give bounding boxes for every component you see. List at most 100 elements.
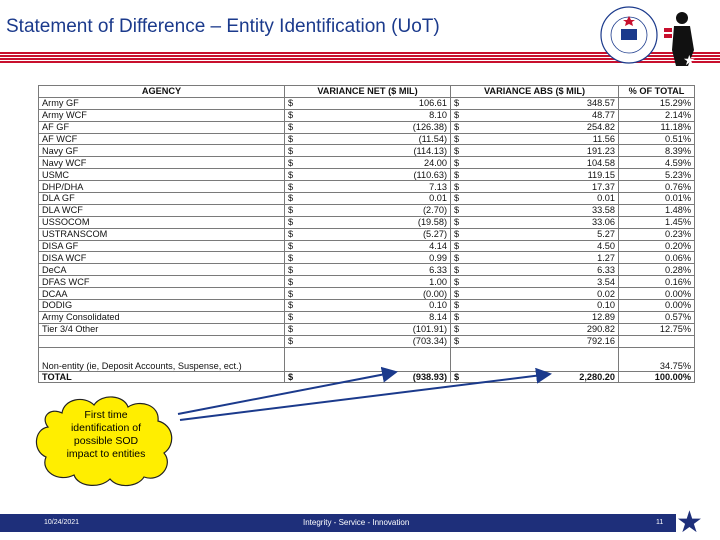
currency-cell: $ bbox=[284, 263, 303, 277]
currency-cell: $ bbox=[450, 263, 469, 277]
variance-net-cell: 4.14 bbox=[302, 239, 452, 253]
agency-cell: Army Consolidated bbox=[38, 310, 285, 324]
currency-cell: $ bbox=[284, 299, 303, 312]
percent-cell: 0.51% bbox=[618, 132, 696, 146]
table-header-row: AGENCY VARIANCE NET ($ MIL) VARIANCE ABS… bbox=[38, 85, 696, 98]
currency-cell: $ bbox=[450, 275, 469, 289]
currency-cell bbox=[450, 346, 469, 372]
percent-cell: 0.00% bbox=[618, 299, 696, 312]
variance-abs-cell: 17.37 bbox=[468, 180, 620, 194]
agency-cell: DCAA bbox=[38, 287, 285, 301]
variance-net-cell: (703.34) bbox=[302, 334, 452, 348]
callout-cloud bbox=[35, 396, 173, 487]
star-icon: ★ bbox=[676, 506, 703, 539]
soldier-silhouette-icon bbox=[664, 12, 694, 66]
agency-cell: DODIG bbox=[38, 299, 285, 312]
percent-cell: 0.00% bbox=[618, 287, 696, 301]
agency-cell: USMC bbox=[38, 168, 285, 182]
percent-cell: 8.39% bbox=[618, 144, 696, 158]
percent-cell: 0.76% bbox=[618, 180, 696, 194]
currency-cell: $ bbox=[450, 299, 469, 312]
currency-cell: $ bbox=[450, 322, 469, 336]
currency-cell: $ bbox=[284, 227, 303, 241]
currency-cell: $ bbox=[284, 96, 303, 110]
agency-cell: DISA GF bbox=[38, 239, 285, 253]
variance-abs-cell: 12.89 bbox=[468, 310, 620, 324]
percent-cell: 0.23% bbox=[618, 227, 696, 241]
variance-table: AGENCY VARIANCE NET ($ MIL) VARIANCE ABS… bbox=[38, 85, 696, 384]
percent-cell: 12.75% bbox=[618, 322, 696, 336]
currency-cell: $ bbox=[450, 180, 469, 194]
currency-cell: $ bbox=[284, 370, 303, 384]
footer-bar bbox=[0, 514, 676, 532]
percent-cell: 15.29% bbox=[618, 96, 696, 110]
table-row: Navy GF $ (114.13) $191.23 8.39% bbox=[38, 144, 696, 158]
agency-cell: USSOCOM bbox=[38, 215, 285, 229]
percent-cell: 0.20% bbox=[618, 239, 696, 253]
variance-abs-cell: 11.56 bbox=[468, 132, 620, 146]
table-row: $ (703.34) $792.16 bbox=[38, 334, 696, 348]
header-stripes bbox=[0, 52, 720, 63]
variance-net-cell: (0.00) bbox=[302, 287, 452, 301]
variance-net-cell: (126.38) bbox=[302, 120, 452, 134]
variance-abs-cell: 33.58 bbox=[468, 203, 620, 217]
agency-cell: DeCA bbox=[38, 263, 285, 277]
currency-cell: $ bbox=[450, 203, 469, 217]
agency-cell: USTRANSCOM bbox=[38, 227, 285, 241]
table-row: USTRANSCOM $ (5.27) $5.27 0.23% bbox=[38, 227, 696, 241]
variance-net-cell: 7.13 bbox=[302, 180, 452, 194]
currency-cell: $ bbox=[284, 334, 303, 348]
variance-abs-cell: 348.57 bbox=[468, 96, 620, 110]
table-row: DISA GF $4.14 $4.50 0.20% bbox=[38, 239, 696, 253]
percent-cell: 2.14% bbox=[618, 108, 696, 122]
currency-cell: $ bbox=[450, 120, 469, 134]
slide-title: Statement of Difference – Entity Identif… bbox=[6, 16, 440, 37]
currency-cell: $ bbox=[450, 156, 469, 170]
percent-cell: 0.28% bbox=[618, 263, 696, 277]
variance-net-cell: 6.33 bbox=[302, 263, 452, 277]
agency-cell: DHP/DHA bbox=[38, 180, 285, 194]
header-variance-net: VARIANCE NET ($ MIL) bbox=[283, 85, 452, 98]
agency-cell: AF WCF bbox=[38, 132, 285, 146]
percent-cell: 1.45% bbox=[618, 215, 696, 229]
agency-cell: DLA GF bbox=[38, 192, 285, 205]
table-body: Army GF $106.61 $348.57 15.29% Army WCF $8.10… bbox=[38, 96, 696, 384]
variance-net-cell: 8.10 bbox=[302, 108, 452, 122]
variance-net-cell: (2.70) bbox=[302, 203, 452, 217]
variance-abs-cell: 0.02 bbox=[468, 287, 620, 301]
currency-cell: $ bbox=[450, 144, 469, 158]
agency-cell: Army WCF bbox=[38, 108, 285, 122]
variance-net-cell: 8.14 bbox=[302, 310, 452, 324]
agency-cell: DISA WCF bbox=[38, 251, 285, 265]
percent-cell: 0.06% bbox=[618, 251, 696, 265]
variance-net-cell: (19.58) bbox=[302, 215, 452, 229]
variance-abs-cell: 104.58 bbox=[468, 156, 620, 170]
variance-abs-cell: 290.82 bbox=[468, 322, 620, 336]
agency-cell: Tier 3/4 Other bbox=[38, 322, 285, 336]
currency-cell: $ bbox=[450, 239, 469, 253]
currency-cell: $ bbox=[450, 215, 469, 229]
variance-net-cell: 106.61 bbox=[302, 96, 452, 110]
currency-cell: $ bbox=[450, 227, 469, 241]
currency-cell: $ bbox=[284, 310, 303, 324]
currency-cell: $ bbox=[284, 239, 303, 253]
agency-cell: TOTAL bbox=[38, 370, 285, 384]
currency-cell bbox=[284, 346, 303, 372]
star-icon: ★ bbox=[683, 52, 696, 68]
currency-cell: $ bbox=[284, 120, 303, 134]
percent-cell: 34.75% bbox=[618, 346, 696, 372]
percent-cell: 0.16% bbox=[618, 275, 696, 289]
variance-net-cell: 0.10 bbox=[302, 299, 452, 312]
header-agency: AGENCY bbox=[38, 85, 285, 98]
agency-cell: AF GF bbox=[38, 120, 285, 134]
table-row: DFAS WCF $1.00 $3.54 0.16% bbox=[38, 275, 696, 289]
currency-cell: $ bbox=[450, 168, 469, 182]
variance-net-cell: (110.63) bbox=[302, 168, 452, 182]
footer-date: 10/24/2021 bbox=[44, 519, 80, 526]
table-row: DLA GF $0.01 $0.01 0.01% bbox=[38, 192, 696, 205]
variance-net-cell: (5.27) bbox=[302, 227, 452, 241]
variance-net-cell: (938.93) bbox=[302, 370, 452, 384]
currency-cell: $ bbox=[284, 156, 303, 170]
table-row: DeCA $6.33 $6.33 0.28% bbox=[38, 263, 696, 277]
army-seal-icon bbox=[600, 6, 658, 64]
